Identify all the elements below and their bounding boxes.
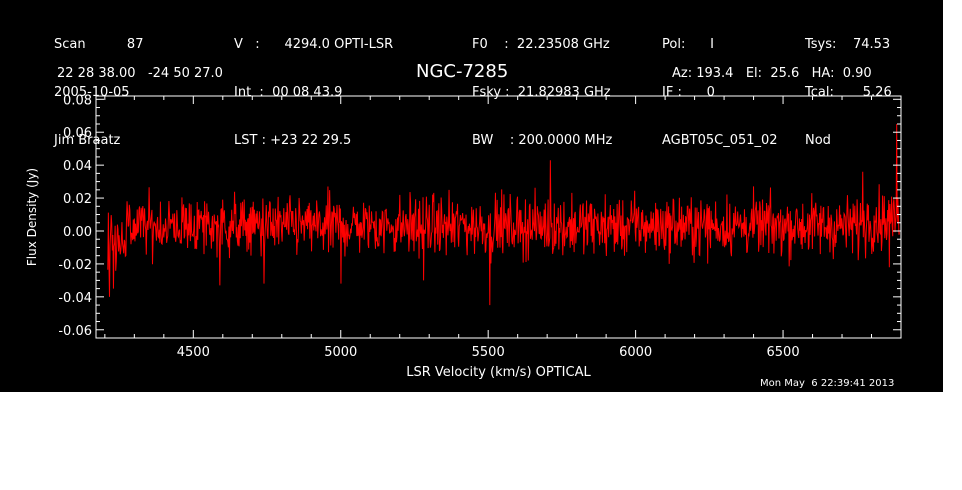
project-label: AGBT05C_051_02 [662,133,778,148]
plot-frame [95,95,902,339]
y-tick-label: 0.00 [63,225,92,240]
tsys-label: Tsys: 74.53 [805,37,891,52]
x-tick-label: 6500 [767,345,800,360]
bandwidth-label: BW : 200.0000 MHz [472,133,613,148]
y-tick-label: 0.06 [63,126,92,141]
polarization-label: Pol: I [662,37,714,52]
y-axis-label: Flux Density (Jy) [25,168,39,266]
lst-label: LST : +23 22 29.5 [234,133,352,148]
pointing-label: Az: 193.4 El: 25.6 HA: 0.90 [672,66,872,81]
scan-label: Scan 87 [54,37,144,52]
x-tick-label: 5000 [324,345,357,360]
axis-ticks: 4500 5000 5500 6000 6500 -0.06 -0.04 -0.02 0.00 0… [58,93,902,360]
switching-label: Nod [805,133,831,148]
y-tick-label: -0.04 [58,291,92,306]
rest-freq-label: F0 : 22.23508 GHz [472,37,610,52]
y-tick-label: 0.08 [63,93,92,108]
spectrum-series [107,123,901,306]
x-axis-label: LSR Velocity (km/s) OPTICAL [406,365,591,380]
coordinates-label: 22 28 38.00 -24 50 27.0 [57,66,223,81]
spectrum-chart: 4500 5000 5500 6000 6500 -0.06 -0.04 -0.02 0.00 0… [25,93,902,380]
source-title: NGC-7285 [416,61,509,82]
x-tick-label: 5500 [472,345,505,360]
plot-panel: Scan 87 2005-10-05 Jim Braatz V : 4294.0… [0,0,943,392]
y-tick-label: -0.02 [58,258,92,273]
if-label: IF : 0 [662,85,715,100]
timestamp-label: Mon May 6 22:39:41 2013 [760,378,895,389]
x-tick-label: 6000 [619,345,652,360]
y-tick-label: 0.04 [63,159,92,174]
y-tick-label: -0.06 [58,324,92,339]
y-tick-label: 0.02 [63,192,92,207]
header-col4: Pol: I IF : 0 AGBT05C_051_02 [662,5,778,181]
x-tick-label: 4500 [177,345,210,360]
spectrum-line [107,123,901,306]
velocity-label: V : 4294.0 OPTI-LSR [234,37,394,52]
